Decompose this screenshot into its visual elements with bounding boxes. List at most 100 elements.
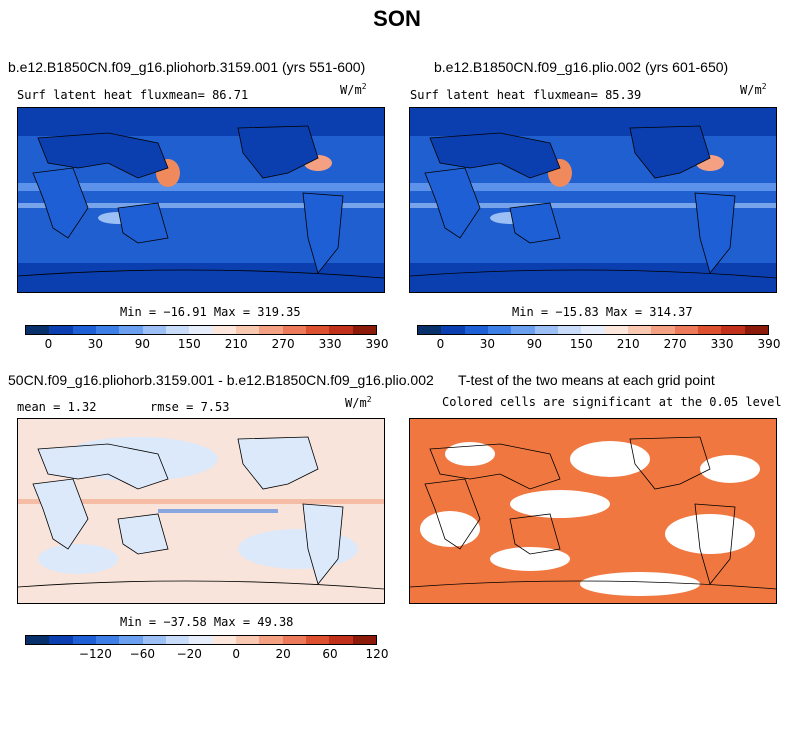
colorbar-swatch (165, 326, 190, 334)
colorbar-swatch (142, 636, 166, 644)
panel4-map (409, 418, 777, 604)
panel3-title: 50CN.f09_g16.pliohorb.3159.001 - b.e12.B… (8, 372, 434, 388)
colorbar-swatch (95, 326, 120, 334)
panel4-map-svg (410, 419, 776, 603)
colorbar-swatch (697, 326, 722, 334)
colorbar-swatch (119, 636, 143, 644)
colorbar-swatch (721, 326, 745, 334)
panel3-units: W/m2 (345, 395, 372, 410)
colorbar-swatch (235, 636, 260, 644)
colorbar-swatch (329, 636, 353, 644)
panel1-units-exp: 2 (361, 82, 367, 91)
colorbar-swatch (259, 636, 283, 644)
panel2-units-exp: 2 (761, 82, 767, 91)
colorbar-strip (25, 635, 377, 645)
colorbar-tick-label: 210 (616, 337, 640, 351)
panel3-mean: mean = 1.32 (17, 400, 97, 414)
colorbar-tick-label: 150 (569, 337, 593, 351)
colorbar-swatch (627, 326, 652, 334)
colorbar-swatch (305, 326, 330, 334)
colorbar-swatch (352, 326, 376, 334)
panel1-mean: Surf latent heat fluxmean= 86.71 (17, 88, 249, 102)
panel1-minmax: Min = −16.91 Max = 319.35 (120, 305, 301, 319)
panel3-units-text: W/m (345, 396, 367, 410)
panel3-map-svg (18, 419, 384, 603)
panel3-map (17, 418, 385, 604)
panel3-colorbar (25, 635, 377, 645)
colorbar-swatch (142, 326, 166, 334)
colorbar-swatch (674, 326, 698, 334)
colorbar-swatch (72, 636, 96, 644)
colorbar-strip (25, 325, 377, 335)
colorbar-swatch (557, 326, 582, 334)
panel3-rmse: rmse = 7.53 (150, 400, 230, 414)
colorbar-swatch (72, 326, 96, 334)
panel1-title: b.e12.B1850CN.f09_g16.pliohorb.3159.001 … (8, 59, 366, 75)
colorbar-swatch (49, 326, 73, 334)
colorbar-swatch (464, 326, 488, 334)
colorbar-tick-label: −60 (129, 647, 155, 661)
colorbar-swatch (119, 326, 143, 334)
colorbar-tick-label: 390 (757, 337, 781, 351)
panel2-mean: Surf latent heat fluxmean= 85.39 (410, 88, 642, 102)
colorbar-tick-label: 0 (436, 337, 445, 351)
colorbar-tick-label: 120 (365, 647, 389, 661)
panel1-units: W/m2 (340, 82, 367, 97)
colorbar-swatch (212, 636, 236, 644)
colorbar-tick-label: 90 (526, 337, 542, 351)
colorbar-swatch (282, 326, 306, 334)
panel2-units-text: W/m (740, 83, 762, 97)
panel4-subtitle: Colored cells are significant at the 0.0… (442, 395, 782, 409)
colorbar-tick-label: 30 (87, 337, 104, 351)
colorbar-swatch (282, 636, 306, 644)
colorbar-swatch (212, 326, 236, 334)
panel1-colorbar-labels: 0 30 90 150 210 270 330 390 (25, 337, 389, 353)
colorbar-swatch (259, 326, 283, 334)
panel2-colorbar (417, 325, 769, 335)
colorbar-swatch (744, 326, 768, 334)
panel2-colorbar-labels: 0 30 90 150 210 270 330 390 (417, 337, 781, 353)
colorbar-tick-label: 60 (322, 647, 338, 661)
colorbar-swatch (235, 326, 260, 334)
colorbar-swatch (305, 636, 330, 644)
colorbar-tick-label: 270 (663, 337, 687, 351)
colorbar-swatch (95, 636, 120, 644)
panel3-colorbar-labels: −120 −60 −20 0 20 60 120 (25, 647, 389, 663)
colorbar-swatch (165, 636, 190, 644)
colorbar-tick-label: 390 (365, 337, 389, 351)
panel1-units-text: W/m (340, 83, 362, 97)
colorbar-strip (417, 325, 769, 335)
colorbar-tick-label: 330 (318, 337, 342, 351)
panel1-map (17, 107, 385, 293)
colorbar-tick-label: 0 (44, 337, 53, 351)
colorbar-tick-label: 270 (271, 337, 295, 351)
colorbar-swatch (534, 326, 558, 334)
panel3-units-exp: 2 (366, 395, 372, 404)
colorbar-swatch (511, 326, 535, 334)
colorbar-swatch (651, 326, 675, 334)
colorbar-tick-label: 90 (134, 337, 150, 351)
colorbar-swatch (189, 326, 213, 334)
panel2-units: W/m2 (740, 82, 767, 97)
colorbar-tick-label: 20 (275, 647, 291, 661)
colorbar-swatch (352, 636, 376, 644)
colorbar-swatch (49, 636, 73, 644)
colorbar-tick-label: 30 (479, 337, 496, 351)
colorbar-swatch (441, 326, 465, 334)
colorbar-swatch (329, 326, 353, 334)
colorbar-swatch (189, 636, 213, 644)
panel1-colorbar (25, 325, 377, 335)
colorbar-tick-label: 210 (224, 337, 248, 351)
colorbar-tick-label: 150 (177, 337, 201, 351)
colorbar-tick-label: −20 (176, 647, 202, 661)
colorbar-swatch (418, 326, 442, 334)
colorbar-tick-label: −120 (78, 647, 112, 661)
panel2-minmax: Min = −15.83 Max = 314.37 (512, 305, 693, 319)
panel2-map (409, 107, 777, 293)
figure-title: SON (373, 6, 421, 31)
colorbar-swatch (604, 326, 628, 334)
colorbar-tick-label: 330 (710, 337, 734, 351)
panel1-map-svg (18, 108, 384, 292)
colorbar-swatch (487, 326, 512, 334)
colorbar-swatch (26, 636, 50, 644)
